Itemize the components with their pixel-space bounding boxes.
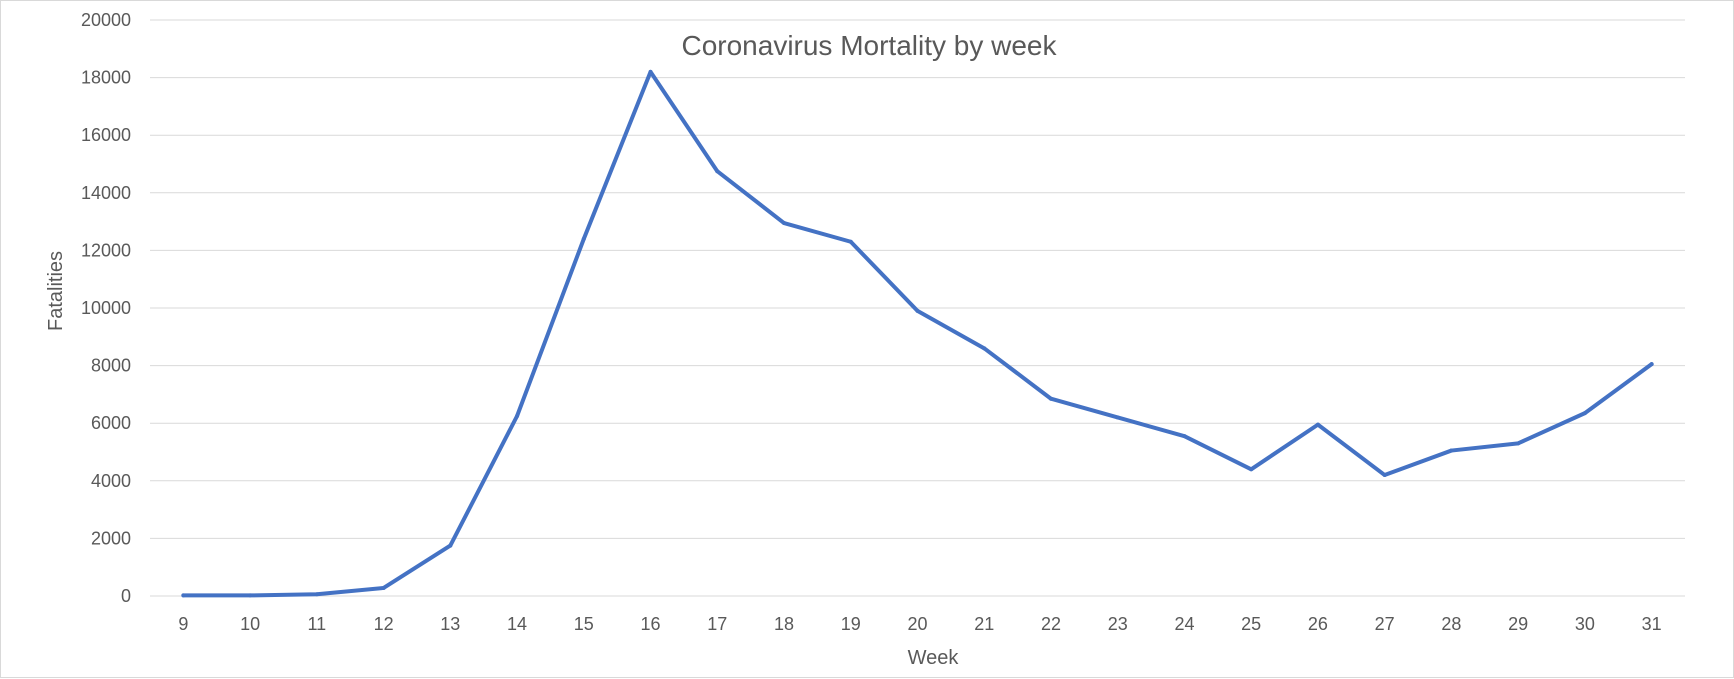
y-tick-label: 8000 <box>91 356 131 376</box>
data-point-week-12 <box>381 585 386 590</box>
x-tick-label: 16 <box>641 614 661 634</box>
x-tick-label: 20 <box>907 614 927 634</box>
data-point-week-19 <box>848 239 853 244</box>
x-tick-label: 11 <box>308 614 327 634</box>
data-point-week-30 <box>1582 411 1587 416</box>
data-point-week-31 <box>1649 362 1654 367</box>
x-tick-label: 21 <box>974 614 994 634</box>
data-point-week-24 <box>1182 434 1187 439</box>
y-axis-title: Fatalities <box>45 251 67 331</box>
data-point-week-11 <box>314 592 319 597</box>
x-tick-label: 18 <box>774 614 794 634</box>
x-tick-label: 15 <box>574 614 594 634</box>
y-tick-label: 0 <box>121 586 131 606</box>
gridlines <box>150 19 1685 597</box>
x-tick-label: 13 <box>440 614 460 634</box>
x-tick-label: 10 <box>240 614 260 634</box>
data-point-week-13 <box>448 543 453 548</box>
data-point-week-17 <box>715 169 720 174</box>
x-tick-label: 27 <box>1375 614 1395 634</box>
x-tick-label: 26 <box>1308 614 1328 634</box>
data-point-week-23 <box>1115 415 1120 420</box>
y-tick-label: 2000 <box>91 528 131 548</box>
x-tick-label: 22 <box>1041 614 1061 634</box>
y-tick-label: 6000 <box>91 413 131 433</box>
y-tick-label: 20000 <box>81 10 131 30</box>
chart-title: Coronavirus Mortality by week <box>681 30 1057 61</box>
data-point-week-26 <box>1315 422 1320 427</box>
y-tick-label: 10000 <box>81 298 131 318</box>
x-tick-label: 23 <box>1108 614 1128 634</box>
data-point-week-15 <box>581 236 586 241</box>
x-tick-label: 19 <box>841 614 861 634</box>
x-tick-label: 28 <box>1441 614 1461 634</box>
x-axis-tick-labels: 9 10 11 12 13 14 15 16 17 18 19 20 21 22 23 24 25 26 27 28 2… <box>178 614 1661 634</box>
x-tick-label: 29 <box>1508 614 1528 634</box>
data-point-week-25 <box>1249 467 1254 472</box>
y-tick-label: 4000 <box>91 471 131 491</box>
data-point-week-18 <box>782 221 787 226</box>
y-axis-tick-labels: 0 2000 4000 6000 8000 10000 12000 14000 16000 180… <box>81 10 131 606</box>
data-point-week-28 <box>1449 448 1454 453</box>
data-point-week-21 <box>982 346 987 351</box>
data-point-week-29 <box>1516 441 1521 446</box>
y-tick-label: 12000 <box>81 240 131 260</box>
data-point-week-16 <box>648 69 653 74</box>
x-tick-label: 9 <box>178 614 188 634</box>
data-point-week-22 <box>1048 396 1053 401</box>
x-tick-label: 30 <box>1575 614 1595 634</box>
y-tick-label: 18000 <box>81 68 131 88</box>
x-tick-label: 31 <box>1642 614 1662 634</box>
data-point-week-27 <box>1382 473 1387 478</box>
x-tick-label: 17 <box>707 614 727 634</box>
y-tick-label: 14000 <box>81 183 131 203</box>
x-tick-label: 12 <box>374 614 394 634</box>
series-line-0 <box>181 69 1654 598</box>
data-point-week-10 <box>248 593 253 598</box>
x-axis-title: Week <box>908 647 960 669</box>
x-tick-label: 14 <box>507 614 527 634</box>
data-series <box>181 69 1654 598</box>
x-tick-label: 24 <box>1174 614 1194 634</box>
x-tick-label: 25 <box>1241 614 1261 634</box>
data-point-week-9 <box>181 593 186 598</box>
y-tick-label: 16000 <box>81 125 131 145</box>
data-point-week-20 <box>915 308 920 313</box>
data-point-week-14 <box>515 414 520 418</box>
